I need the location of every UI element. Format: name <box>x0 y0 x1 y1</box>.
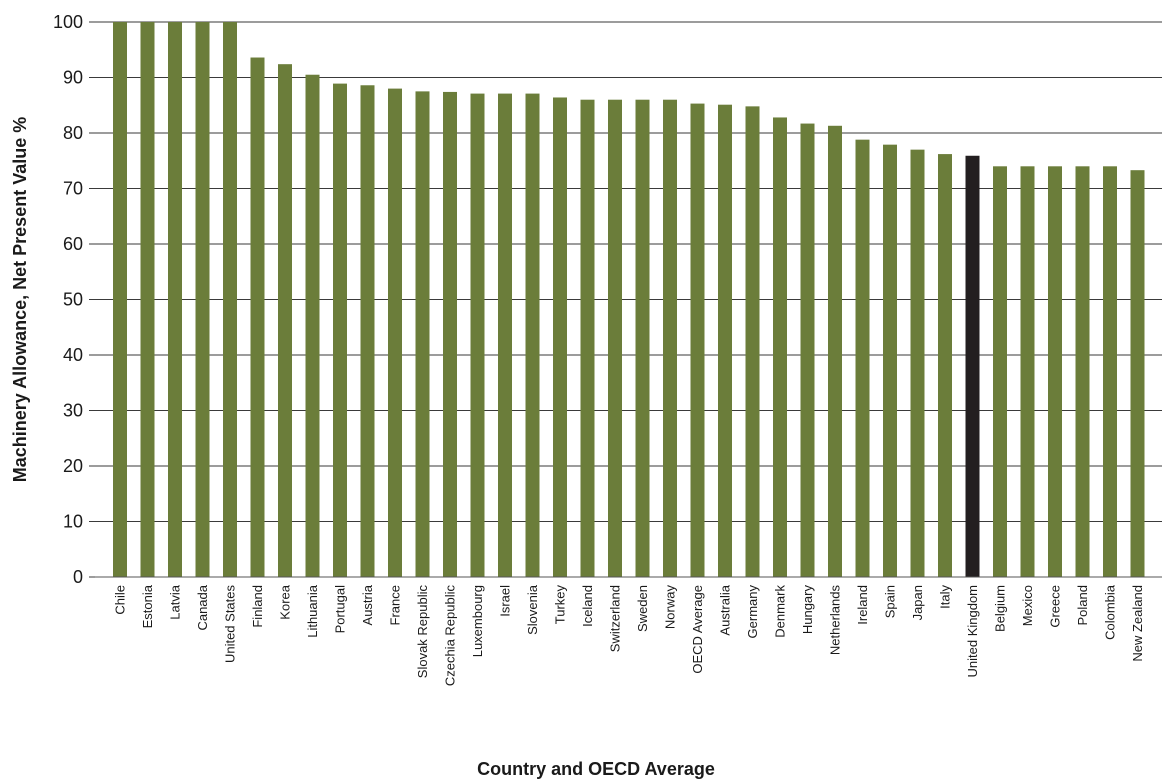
x-tick-label-italy: Italy <box>938 585 953 609</box>
bar-greece <box>1048 166 1062 578</box>
gridlines <box>95 21 1162 578</box>
bar-italy <box>938 154 952 577</box>
x-tick-label-finland: Finland <box>250 585 265 628</box>
x-tick-label-slovak-republic: Slovak Republic <box>415 585 430 679</box>
x-tick-label-germany: Germany <box>745 585 760 639</box>
x-axis-tick-labels: Chile Estonia Latvia Canada United States Fin… <box>113 584 1146 686</box>
bar-poland <box>1075 166 1090 578</box>
x-tick-label-australia: Australia <box>718 584 733 635</box>
y-tick-label-50: 50 <box>63 290 83 310</box>
y-tick-label-100: 100 <box>53 12 83 32</box>
bar-norway <box>663 99 677 577</box>
bar-luxembourg <box>470 93 485 577</box>
y-tick-label-60: 60 <box>63 234 83 254</box>
bar-latvia <box>168 22 182 577</box>
y-tick-label-0: 0 <box>73 567 83 587</box>
y-tick-label-10: 10 <box>63 512 83 532</box>
y-axis-ticks: 0 10 20 30 40 50 60 70 80 90 100 <box>53 12 95 587</box>
bar-australia <box>718 104 732 577</box>
x-tick-label-new-zealand: New Zealand <box>1130 585 1145 662</box>
x-tick-label-canada: Canada <box>195 584 210 630</box>
bar-czechia-republic <box>443 91 457 578</box>
x-tick-label-hungary: Hungary <box>800 585 815 635</box>
x-tick-label-united-states: United States <box>223 585 238 664</box>
x-tick-label-portugal: Portugal <box>333 585 348 634</box>
bar-belgium <box>993 166 1007 578</box>
x-tick-label-korea: Korea <box>278 584 293 619</box>
bar-lithuania <box>305 74 320 577</box>
x-tick-label-united-kingdom: United Kingdom <box>965 585 980 678</box>
bar-israel <box>498 93 512 577</box>
bar-united-kingdom <box>965 155 980 577</box>
bar-finland <box>250 57 265 577</box>
bar-slovenia <box>525 93 540 577</box>
bar-canada <box>195 22 210 577</box>
y-tick-label-80: 80 <box>63 123 83 143</box>
x-tick-label-france: France <box>388 585 403 625</box>
x-tick-label-switzerland: Switzerland <box>608 585 623 652</box>
x-tick-label-chile: Chile <box>113 585 128 615</box>
x-tick-label-belgium: Belgium <box>993 585 1008 632</box>
x-tick-label-oecd-average: OECD Average <box>690 585 705 674</box>
x-tick-label-lithuania: Lithuania <box>305 584 320 638</box>
x-tick-label-latvia: Latvia <box>168 584 183 619</box>
bar-slovak-republic <box>415 91 430 577</box>
bar-spain <box>883 144 897 577</box>
bar-united-states <box>223 22 237 577</box>
bar-iceland <box>580 99 595 577</box>
x-tick-label-poland: Poland <box>1075 585 1090 625</box>
x-tick-label-austria: Austria <box>360 584 375 625</box>
x-tick-label-sweden: Sweden <box>635 585 650 632</box>
y-tick-label-30: 30 <box>63 401 83 421</box>
x-tick-label-czechia-republic: Czechia Republic <box>443 585 458 687</box>
x-tick-label-ireland: Ireland <box>855 585 870 625</box>
bar-korea <box>278 64 292 578</box>
x-tick-label-iceland: Iceland <box>580 585 595 627</box>
bar-mexico <box>1020 166 1035 578</box>
x-axis-title: Country and OECD Average <box>477 759 715 779</box>
bar-colombia <box>1103 166 1117 578</box>
x-tick-label-japan: Japan <box>910 585 925 620</box>
x-tick-label-colombia: Colombia <box>1103 584 1118 640</box>
y-tick-label-90: 90 <box>63 68 83 88</box>
x-tick-label-spain: Spain <box>883 585 898 618</box>
bar-germany <box>745 106 760 578</box>
bar-new-zealand <box>1130 170 1145 577</box>
x-tick-label-slovenia: Slovenia <box>525 584 540 635</box>
bar-turkey <box>553 97 567 577</box>
bars <box>113 22 1145 578</box>
x-tick-label-greece: Greece <box>1048 585 1063 628</box>
x-tick-label-luxembourg: Luxembourg <box>470 585 485 657</box>
y-tick-label-70: 70 <box>63 179 83 199</box>
bar-portugal <box>333 83 347 577</box>
bar-oecd-average <box>690 103 705 578</box>
bar-japan <box>910 149 925 577</box>
bar-hungary <box>800 123 815 577</box>
x-tick-label-norway: Norway <box>663 585 678 630</box>
bar-chile <box>113 22 127 577</box>
bar-ireland <box>855 139 870 577</box>
y-tick-label-40: 40 <box>63 345 83 365</box>
x-tick-label-israel: Israel <box>498 585 513 617</box>
bar-austria <box>360 85 375 578</box>
x-tick-label-estonia: Estonia <box>140 584 155 628</box>
x-tick-label-denmark: Denmark <box>773 585 788 638</box>
y-axis-title: Machinery Allowance, Net Present Value % <box>10 117 30 482</box>
bar-switzerland <box>608 99 622 577</box>
bar-sweden <box>635 99 650 577</box>
x-tick-label-netherlands: Netherlands <box>828 585 843 656</box>
bar-netherlands <box>828 125 842 577</box>
bar-france <box>388 88 402 577</box>
x-tick-label-mexico: Mexico <box>1020 585 1035 626</box>
bar-estonia <box>140 22 155 577</box>
bar-denmark <box>773 117 787 578</box>
y-tick-label-20: 20 <box>63 456 83 476</box>
x-tick-label-turkey: Turkey <box>553 585 568 625</box>
